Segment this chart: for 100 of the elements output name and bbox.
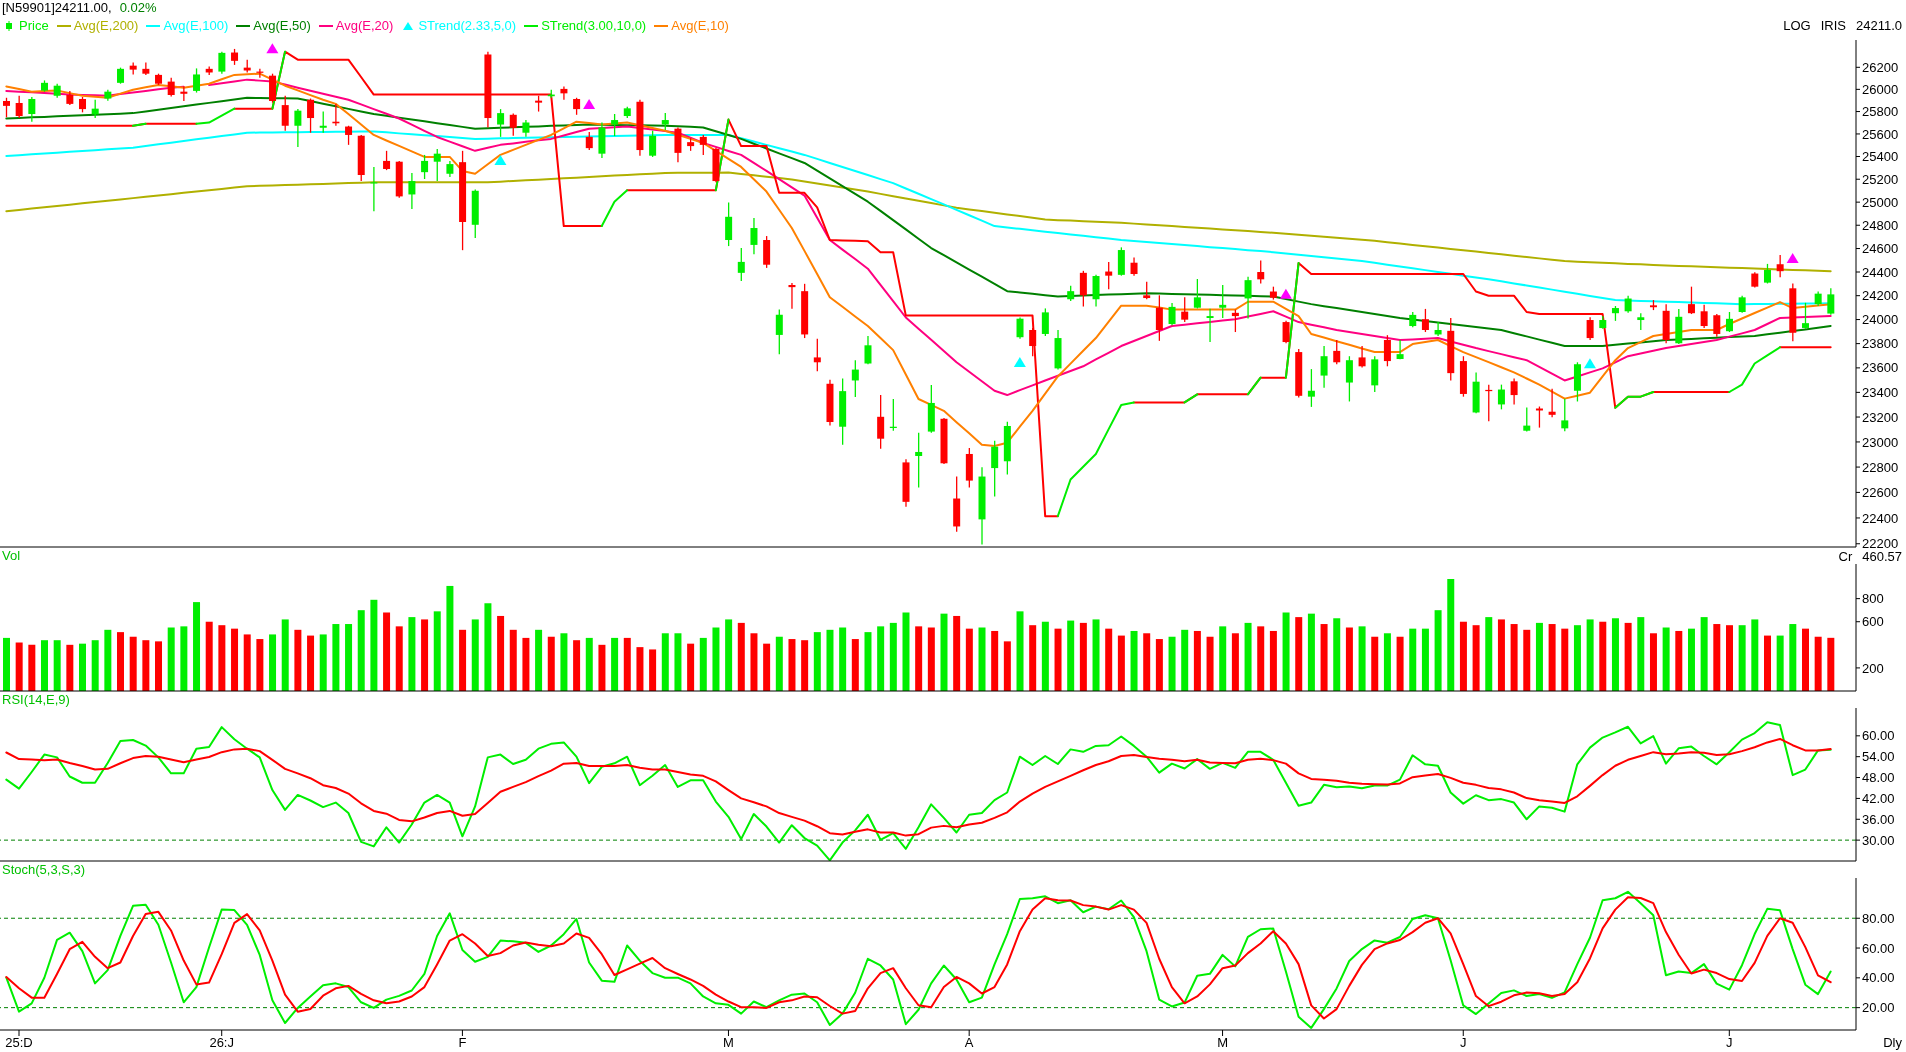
y-tick-label: 25800 (1862, 104, 1899, 120)
candlestick (1244, 276, 1252, 320)
bar (547, 636, 555, 691)
bar (611, 637, 619, 691)
bar (661, 633, 669, 691)
candlestick (1725, 311, 1733, 333)
bar (535, 629, 543, 691)
legend-label: Avg(E,50) (253, 18, 311, 33)
x-tick-label: J (1726, 1035, 1733, 1051)
bar (560, 633, 568, 691)
bar (978, 627, 986, 691)
bar (788, 639, 796, 691)
candlestick (307, 97, 315, 134)
text: IRIS (1820, 18, 1846, 33)
bar (573, 640, 581, 691)
legend-label: Avg(E,20) (335, 18, 394, 33)
candlestick (1586, 316, 1594, 341)
candlestick (1016, 316, 1024, 340)
bar (193, 602, 201, 691)
candlestick (1561, 397, 1569, 432)
bar (953, 615, 961, 691)
bar (66, 644, 74, 691)
bar (1624, 622, 1632, 691)
bar (1700, 617, 1708, 691)
bar (1497, 619, 1505, 691)
bar (1371, 636, 1379, 691)
bar (15, 642, 23, 691)
bar (408, 617, 416, 691)
candlestick (877, 394, 885, 450)
y-tick-label: 42.00 (1862, 791, 1895, 807)
bar (1409, 628, 1417, 691)
y-tick-label: 22800 (1862, 459, 1899, 475)
bar (1130, 630, 1138, 691)
candlestick (864, 335, 872, 365)
bar (1016, 611, 1024, 691)
candlestick (1776, 254, 1784, 278)
x-tick-label: A (964, 1035, 974, 1051)
candlestick (1434, 321, 1442, 337)
bar (1320, 624, 1328, 691)
bar (117, 632, 125, 691)
bar (877, 626, 885, 691)
y-tick-label: 24800 (1862, 217, 1899, 233)
line-series (5, 737, 1832, 837)
bar (1548, 624, 1556, 691)
x-tick-label: J (1460, 1035, 1467, 1051)
bar (1649, 633, 1657, 691)
bar (294, 629, 302, 691)
bar (307, 635, 315, 691)
bar (522, 637, 530, 691)
candlestick (1358, 345, 1366, 369)
candlestick (1092, 274, 1100, 308)
bar (1485, 617, 1493, 691)
bar (1573, 625, 1581, 691)
candlestick (193, 67, 201, 94)
candlestick (1801, 302, 1809, 330)
bar (484, 603, 492, 691)
y-tick-label: 80.00 (1862, 910, 1895, 926)
candlestick (560, 85, 568, 101)
bar (991, 630, 999, 691)
bar (243, 634, 251, 691)
candlestick (1307, 368, 1315, 408)
candlestick (1345, 355, 1353, 403)
point (1583, 358, 1596, 369)
bar (763, 643, 771, 691)
bar (142, 640, 150, 691)
bar (649, 649, 657, 691)
bar (91, 640, 99, 691)
y-tick-label: 23200 (1862, 409, 1899, 425)
bar (3, 637, 10, 691)
bar (1307, 613, 1315, 691)
bar (1257, 626, 1265, 691)
candlestick (1041, 307, 1049, 337)
y-tick-label: 48.00 (1862, 770, 1895, 786)
bar (1358, 626, 1366, 691)
bar (1345, 627, 1353, 691)
text: LOG (1783, 18, 1811, 33)
bar (155, 641, 163, 691)
candlestick (180, 85, 188, 102)
x-tick-label: F (458, 1035, 467, 1051)
bar (1459, 621, 1467, 691)
y-tick-label: 22600 (1862, 485, 1899, 501)
x-tick-label: M (723, 1035, 734, 1051)
candlestick (408, 172, 416, 210)
bar (1193, 630, 1201, 691)
bar (1383, 633, 1391, 691)
y-tick-label: 22400 (1862, 510, 1899, 526)
candlestick (497, 108, 505, 138)
bar (1029, 625, 1037, 691)
bar (927, 627, 935, 691)
bar (674, 633, 682, 691)
y-tick-label: 60.00 (1862, 940, 1895, 956)
bar (1282, 612, 1290, 691)
bar (902, 612, 910, 691)
bar (1269, 630, 1277, 691)
bar (1586, 619, 1594, 691)
bar (1421, 628, 1429, 691)
bar (357, 610, 365, 691)
bar (1155, 639, 1163, 691)
legend-label: Avg(E,100) (163, 18, 229, 33)
candlestick (1687, 286, 1695, 315)
